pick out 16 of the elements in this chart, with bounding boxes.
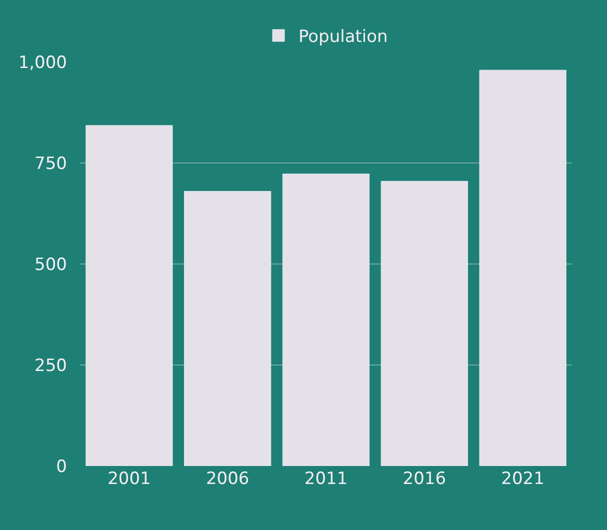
legend-label: Population <box>298 27 388 48</box>
bar <box>479 70 566 466</box>
y-tick-label: 750 <box>34 154 67 174</box>
x-tick-label: 2001 <box>108 469 151 489</box>
bar <box>86 125 173 466</box>
y-tick-label: 0 <box>56 456 67 477</box>
x-tick-label: 2006 <box>206 469 250 489</box>
y-tick-label: 1,000 <box>18 52 67 73</box>
y-tick-label: 500 <box>34 254 67 275</box>
x-tick-label: 2021 <box>501 469 544 489</box>
y-tick-label: 250 <box>34 356 67 376</box>
bar <box>282 174 370 466</box>
x-tick-label: 2011 <box>304 469 348 489</box>
x-tick-label: 2016 <box>402 469 446 489</box>
bar <box>380 180 468 466</box>
bar <box>184 191 272 466</box>
